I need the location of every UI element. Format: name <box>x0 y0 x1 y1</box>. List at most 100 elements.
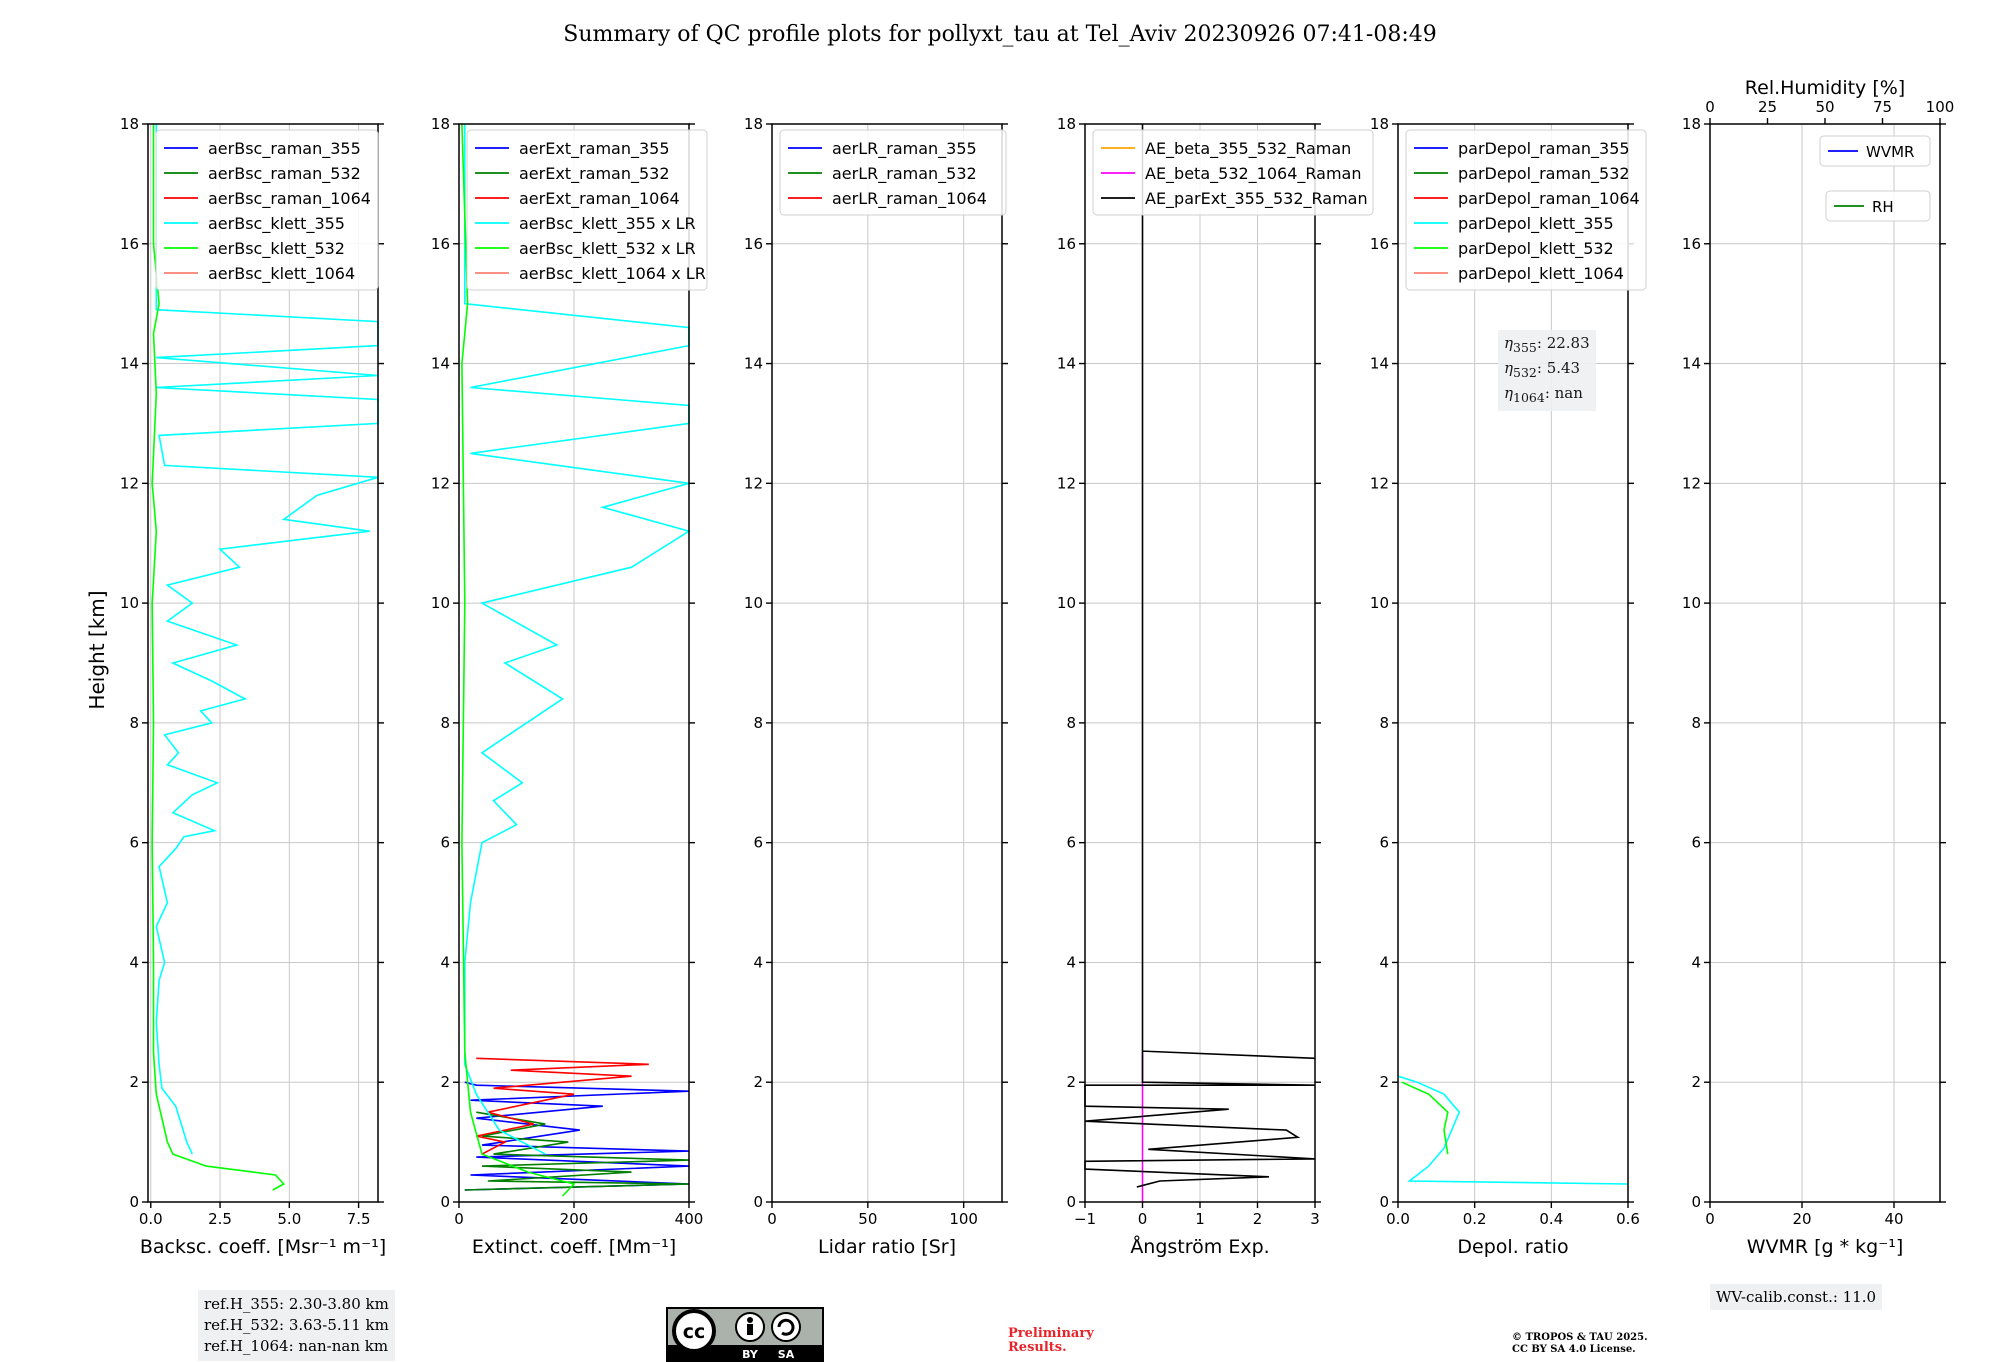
y-tick-label: 12 <box>744 474 763 492</box>
x-tick-label: 7.5 <box>347 1210 371 1228</box>
legend-label-aerExt_raman_1064: aerExt_raman_1064 <box>519 189 680 209</box>
x-tick-label: 1 <box>1195 1210 1205 1228</box>
x-tick-label: 40 <box>1884 1210 1903 1228</box>
panel-1: 0 2 4 6 8 10 12 14 16 18 0.0 2.5 5.0 7.5 Backsc. coeff… <box>120 115 386 1258</box>
legend-label: WVMR <box>1866 143 1914 161</box>
legend-label-aerBsc_raman_1064: aerBsc_raman_1064 <box>208 189 371 209</box>
y-tick-label: 10 <box>431 594 450 612</box>
series-line-aerBsc_klett_355 x LR <box>463 124 691 1155</box>
series-line-aerBsc_klett_355 <box>155 124 379 1155</box>
legend-box <box>779 129 1007 216</box>
axes-frame <box>1397 123 1629 1203</box>
cc-logo-icon <box>672 1309 716 1353</box>
x-tick-label: 0.6 <box>1616 1210 1640 1228</box>
x-tick-label: 0.2 <box>1463 1210 1487 1228</box>
x-tick-label: 2.5 <box>208 1210 232 1228</box>
legend-label-aerBsc_klett_355: aerBsc_klett_355 <box>208 214 345 234</box>
x2-tick-label: 75 <box>1873 98 1892 116</box>
ref-height-355: ref.H_355: 2.30-3.80 km <box>204 1295 389 1313</box>
y-tick-label: 0 <box>1066 1193 1076 1211</box>
sa-tag: SA <box>778 1348 795 1361</box>
legend-box <box>466 129 708 291</box>
x-axis-label: Extinct. coeff. [Mm⁻¹] <box>472 1236 676 1258</box>
legend: aerBsc_raman_355 aerBsc_raman_532 aerBsc_r… <box>155 129 379 291</box>
y-tick-label: 8 <box>1379 714 1389 732</box>
y-tick-label: 0 <box>1691 1193 1701 1211</box>
legend-label-aerLR_raman_532: aerLR_raman_532 <box>832 164 977 184</box>
legend-WVMR: WVMR <box>1819 135 1931 167</box>
y-tick-label: 4 <box>1379 953 1389 971</box>
series-line-aerBsc_klett_532 x LR <box>461 123 576 1197</box>
series-line-aerExt_raman_355 <box>464 1081 690 1191</box>
y-tick-label: 4 <box>440 953 450 971</box>
x-tick-label: 400 <box>675 1210 704 1228</box>
panel-3: 0 2 4 6 8 10 12 14 16 18 0 50 100 Lidar ratio [Sr] aer… <box>744 115 1008 1258</box>
x2-tick-label: 50 <box>1815 98 1834 116</box>
y-tick-label: 4 <box>129 953 139 971</box>
y-tick-label: 0 <box>1379 1193 1389 1211</box>
legend: aerLR_raman_355 aerLR_raman_532 aerLR_rama… <box>779 129 1007 216</box>
x-tick-label: 0 <box>767 1210 777 1228</box>
figure-title: Summary of QC profile plots for pollyxt_… <box>563 22 1437 47</box>
y-tick-label: 6 <box>753 834 763 852</box>
x-tick-label: 50 <box>858 1210 877 1228</box>
y-tick-label: 18 <box>431 115 450 133</box>
x-tick-label: −1 <box>1074 1210 1096 1228</box>
x-tick-label: 0.0 <box>1386 1210 1410 1228</box>
y-tick-label: 12 <box>120 474 139 492</box>
x-tick-label: 3 <box>1310 1210 1320 1228</box>
reference-heights-box: ref.H_355: 2.30-3.80 km ref.H_532: 3.63-… <box>198 1290 395 1361</box>
panel-2: 0 2 4 6 8 10 12 14 16 18 0 200 400 Extinct. coeff. [M… <box>431 115 708 1258</box>
eta-1064-label: 1064 <box>1513 390 1545 405</box>
legend: parDepol_raman_355 parDepol_raman_532 parD… <box>1405 129 1647 291</box>
legend-label-aerLR_raman_1064: aerLR_raman_1064 <box>832 189 987 209</box>
legend-box <box>1405 129 1647 291</box>
y-tick-label: 16 <box>1682 235 1701 253</box>
eta-355: η355: 22.83 <box>1504 334 1590 355</box>
axes-frame <box>771 123 1003 1203</box>
y-tick-label: 4 <box>1066 953 1076 971</box>
x-tick-label: 0 <box>1705 1210 1715 1228</box>
x2-tick-label: 25 <box>1758 98 1777 116</box>
legend-label-AE_beta_532_1064_Raman: AE_beta_532_1064_Raman <box>1145 164 1362 184</box>
legend-label-aerExt_raman_355: aerExt_raman_355 <box>519 139 670 159</box>
cc-logo-letters: cc <box>683 1321 706 1343</box>
legend-label-parDepol_klett_355: parDepol_klett_355 <box>1458 214 1614 234</box>
y-tick-label: 14 <box>431 355 450 373</box>
legend-box <box>1825 190 1931 222</box>
y-tick-label: 16 <box>744 235 763 253</box>
y-tick-label: 2 <box>129 1073 139 1091</box>
x-axis-label: Backsc. coeff. [Msr⁻¹ m⁻¹] <box>140 1236 386 1258</box>
eta-532-label: 532 <box>1513 365 1537 380</box>
y-tick-label: 10 <box>1370 594 1389 612</box>
legend-label-aerBsc_klett_1064: aerBsc_klett_1064 <box>208 264 355 284</box>
y-tick-label: 14 <box>744 355 763 373</box>
x2-axis-label: Rel.Humidity [%] <box>1745 77 1905 99</box>
legend-label-parDepol_klett_532: parDepol_klett_532 <box>1458 239 1614 259</box>
axes-frame <box>1709 123 1941 1203</box>
axes-frame <box>147 123 379 1203</box>
x-axis-label: WVMR [g * kg⁻¹] <box>1747 1236 1904 1258</box>
y-tick-label: 0 <box>129 1193 139 1211</box>
eta-355-label: 355 <box>1513 340 1537 355</box>
legend: AE_beta_355_532_Raman AE_beta_532_1064_Ra… <box>1092 129 1374 216</box>
y-tick-label: 18 <box>744 115 763 133</box>
x-axis-label: Lidar ratio [Sr] <box>818 1236 956 1258</box>
x-tick-label: 2 <box>1253 1210 1263 1228</box>
sa-arrow-icon <box>777 1318 795 1336</box>
legend-label-parDepol_klett_1064: parDepol_klett_1064 <box>1458 264 1624 284</box>
legend-label-AE_parExt_355_532_Raman: AE_parExt_355_532_Raman <box>1145 189 1368 209</box>
y-tick-label: 16 <box>1370 235 1389 253</box>
x-axis-label: Depol. ratio <box>1457 1236 1568 1258</box>
cc-by-sa-license-badge: cc BY SA <box>666 1307 824 1362</box>
y-tick-label: 10 <box>744 594 763 612</box>
legend-label-aerBsc_raman_532: aerBsc_raman_532 <box>208 164 361 184</box>
x-tick-label: 0.0 <box>139 1210 163 1228</box>
eta-532: η532: 5.43 <box>1504 359 1581 380</box>
y-tick-label: 14 <box>1370 355 1389 373</box>
x-tick-label: 0 <box>1138 1210 1148 1228</box>
y-tick-label: 8 <box>1066 714 1076 732</box>
x-tick-label: 100 <box>949 1210 978 1228</box>
